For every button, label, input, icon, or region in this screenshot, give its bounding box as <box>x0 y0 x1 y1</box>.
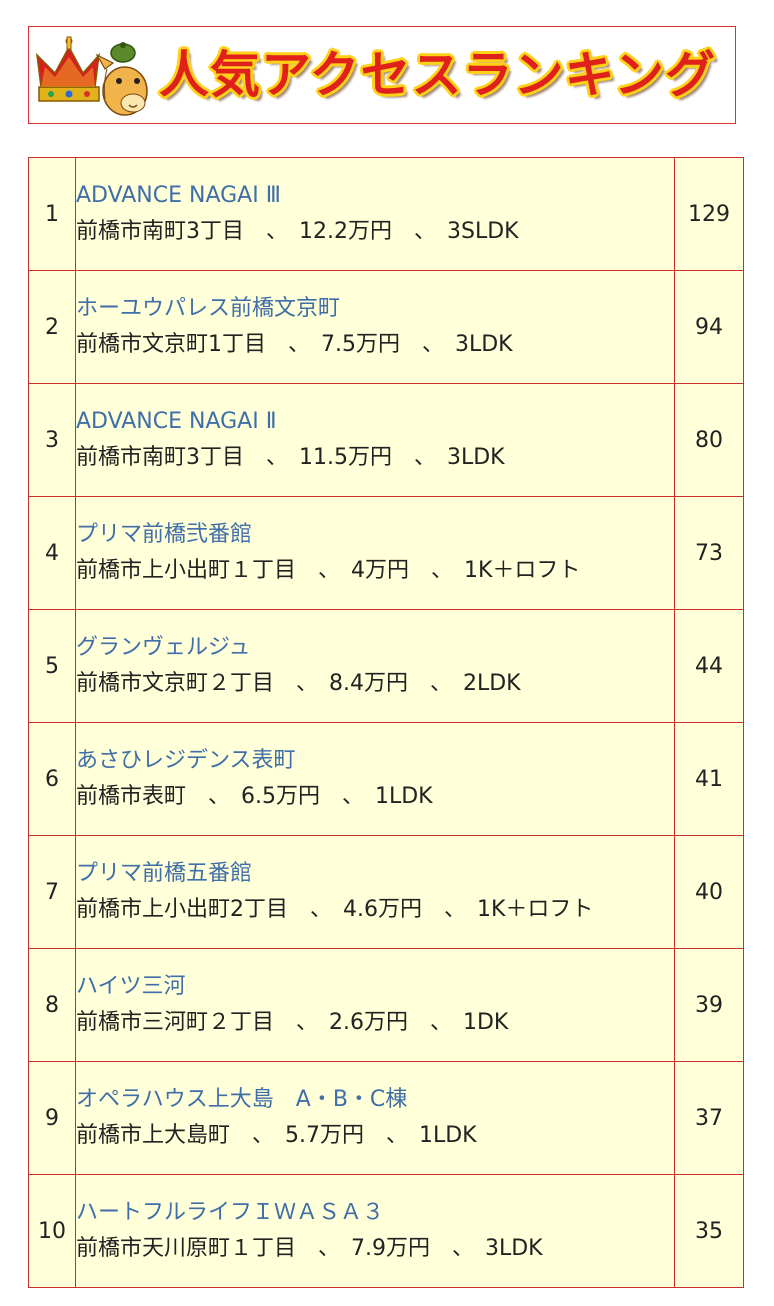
ranking-row: 5 グランヴェルジュ 前橋市文京町２丁目 、 8.4万円 、 2LDK 44 <box>28 609 744 723</box>
ranking-row: 2 ホーユウパレス前橋文京町 前橋市文京町1丁目 、 7.5万円 、 3LDK 94 <box>28 270 744 384</box>
rank-number: 2 <box>28 270 76 384</box>
ranking-list: 1 ADVANCE NAGAI Ⅲ 前橋市南町3丁目 、 12.2万円 、 3SLD… <box>28 157 744 1288</box>
crown-mascot-icon <box>35 36 148 116</box>
ranking-banner: 人気アクセスランキング <box>28 26 736 124</box>
property-info: ハイツ三河前橋市三河町２丁目 、 2.6万円 、 1DK <box>75 948 675 1062</box>
access-count: 94 <box>674 270 744 384</box>
property-name-link[interactable]: ADVANCE NAGAI Ⅱ <box>76 409 277 434</box>
rank-number: 9 <box>28 1061 76 1175</box>
property-info: ADVANCE NAGAI Ⅲ 前橋市南町3丁目 、 12.2万円 、 3SLDK <box>75 157 675 271</box>
rank-number: 7 <box>28 835 76 949</box>
ranking-row: 3 ADVANCE NAGAI Ⅱ 前橋市南町3丁目 、 11.5万円 、 3LDK… <box>28 383 744 497</box>
property-info: プリマ前橋弐番館前橋市上小出町１丁目 、 4万円 、 1K＋ロフト <box>75 496 675 610</box>
property-detail: 前橋市表町 、 6.5万円 、 1LDK <box>76 784 433 809</box>
access-count: 80 <box>674 383 744 497</box>
property-name-link[interactable]: ADVANCE NAGAI Ⅲ <box>76 183 281 208</box>
property-detail: 前橋市上小出町2丁目 、 4.6万円 、 1K＋ロフト <box>76 897 594 922</box>
banner-title: 人気アクセスランキング <box>159 46 716 104</box>
rank-number: 1 <box>28 157 76 271</box>
access-count: 73 <box>674 496 744 610</box>
ranking-row: 6 あさひレジデンス表町 前橋市表町 、 6.5万円 、 1LDK 41 <box>28 722 744 836</box>
access-count: 40 <box>674 835 744 949</box>
property-name-link[interactable]: プリマ前橋五番館 <box>76 861 253 886</box>
property-detail: 前橋市上大島町 、 5.7万円 、 1LDK <box>76 1123 477 1148</box>
rank-number: 6 <box>28 722 76 836</box>
property-detail: 前橋市三河町２丁目 、 2.6万円 、 1DK <box>76 1010 509 1035</box>
ranking-table: 1 ADVANCE NAGAI Ⅲ 前橋市南町3丁目 、 12.2万円 、 3SLD… <box>28 157 744 1288</box>
access-count: 41 <box>674 722 744 836</box>
property-info: あさひレジデンス表町前橋市表町 、 6.5万円 、 1LDK <box>75 722 675 836</box>
ranking-row: 10 ハートフルライフＩＷＡＳＡ３ 前橋市天川原町１丁目 、 7.9万円 、 3LD… <box>28 1174 744 1288</box>
property-name-link[interactable]: プリマ前橋弐番館 <box>76 522 253 547</box>
property-detail: 前橋市文京町1丁目 、 7.5万円 、 3LDK <box>76 332 513 357</box>
ranking-row: 4 プリマ前橋弐番館 前橋市上小出町１丁目 、 4万円 、 1K＋ロフト 73 <box>28 496 744 610</box>
property-detail: 前橋市南町3丁目 、 12.2万円 、 3SLDK <box>76 219 519 244</box>
access-count: 37 <box>674 1061 744 1175</box>
ranking-row: 9 オペラハウス上大島 A・B・C棟 前橋市上大島町 、 5.7万円 、 1LDK 3… <box>28 1061 744 1175</box>
property-info: ADVANCE NAGAI Ⅱ 前橋市南町3丁目 、 11.5万円 、 3LDK <box>75 383 675 497</box>
property-name-link[interactable]: オペラハウス上大島 A・B・C棟 <box>76 1087 408 1112</box>
property-info: グランヴェルジュ前橋市文京町２丁目 、 8.4万円 、 2LDK <box>75 609 675 723</box>
access-count: 129 <box>674 157 744 271</box>
property-name-link[interactable]: ホーユウパレス前橋文京町 <box>76 296 341 321</box>
property-detail: 前橋市南町3丁目 、 11.5万円 、 3LDK <box>76 445 505 470</box>
property-detail: 前橋市上小出町１丁目 、 4万円 、 1K＋ロフト <box>76 558 581 583</box>
property-name-link[interactable]: グランヴェルジュ <box>76 635 251 660</box>
property-info: ホーユウパレス前橋文京町前橋市文京町1丁目 、 7.5万円 、 3LDK <box>75 270 675 384</box>
rank-number: 3 <box>28 383 76 497</box>
rank-number: 4 <box>28 496 76 610</box>
ranking-row: 1 ADVANCE NAGAI Ⅲ 前橋市南町3丁目 、 12.2万円 、 3SLD… <box>28 157 744 271</box>
ranking-row: 8 ハイツ三河 前橋市三河町２丁目 、 2.6万円 、 1DK 39 <box>28 948 744 1062</box>
rank-number: 10 <box>28 1174 76 1288</box>
access-count: 35 <box>674 1174 744 1288</box>
property-info: ハートフルライフＩＷＡＳＡ３ 前橋市天川原町１丁目 、 7.9万円 、 3LDK <box>75 1174 675 1288</box>
property-name-link[interactable]: ハイツ三河 <box>76 974 186 999</box>
property-info: オペラハウス上大島 A・B・C棟前橋市上大島町 、 5.7万円 、 1LDK <box>75 1061 675 1175</box>
access-count: 39 <box>674 948 744 1062</box>
property-name-link[interactable]: あさひレジデンス表町 <box>76 748 296 773</box>
property-info: プリマ前橋五番館前橋市上小出町2丁目 、 4.6万円 、 1K＋ロフト <box>75 835 675 949</box>
property-name-link[interactable]: ハートフルライフＩＷＡＳＡ３ <box>76 1200 385 1225</box>
rank-number: 5 <box>28 609 76 723</box>
ranking-row: 7 プリマ前橋五番館 前橋市上小出町2丁目 、 4.6万円 、 1K＋ロフト 40 <box>28 835 744 949</box>
property-detail: 前橋市文京町２丁目 、 8.4万円 、 2LDK <box>76 671 521 696</box>
access-count: 44 <box>674 609 744 723</box>
rank-number: 8 <box>28 948 76 1062</box>
property-detail: 前橋市天川原町１丁目 、 7.9万円 、 3LDK <box>76 1236 543 1261</box>
